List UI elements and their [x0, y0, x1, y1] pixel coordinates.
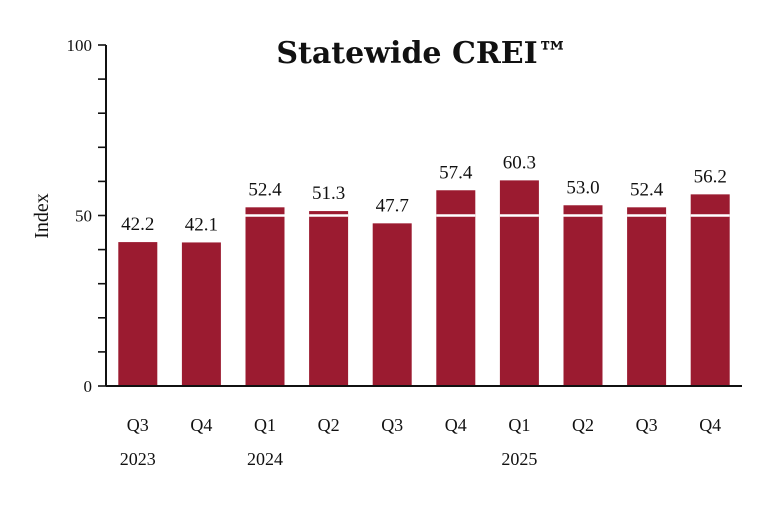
axes-layer: 0 50 100 Q3 Q4 Q1 Q2 Q3 Q4 Q1 Q2 Q3 Q4 2023 2024 2025	[67, 36, 742, 469]
data-label: 60.3	[503, 152, 536, 173]
data-label: 57.4	[439, 162, 473, 183]
x-tick-label: Q3	[127, 415, 149, 435]
bar	[627, 207, 667, 386]
x-tick-label: Q1	[508, 415, 530, 435]
bars-layer	[118, 180, 730, 386]
data-label: 52.4	[248, 179, 282, 200]
bar	[181, 242, 221, 386]
y-tick-label: 100	[67, 36, 93, 55]
data-label: 56.2	[694, 166, 727, 187]
x-year-label: 2025	[501, 449, 537, 469]
y-tick-label: 0	[84, 377, 93, 396]
x-tick-label: Q2	[572, 415, 594, 435]
x-tick-label: Q2	[318, 415, 340, 435]
x-year-label: 2024	[247, 449, 283, 469]
bar	[499, 180, 539, 386]
bar	[563, 205, 603, 386]
bar	[245, 207, 285, 386]
data-label: 52.4	[630, 179, 664, 200]
data-label: 51.3	[312, 183, 345, 204]
labels-layer: 42.2 42.1 52.4 51.3 47.7 57.4 60.3 53.0 52.4 56.2	[121, 152, 727, 235]
bar	[436, 190, 476, 386]
y-axis-label: Index	[31, 193, 53, 239]
data-label: 42.1	[185, 214, 218, 235]
data-label: 53.0	[566, 177, 599, 198]
bar	[690, 194, 730, 386]
bar	[118, 242, 158, 386]
x-tick-label: Q1	[254, 415, 276, 435]
x-tick-label: Q3	[636, 415, 658, 435]
x-year-label: 2023	[120, 449, 156, 469]
chart-title: Statewide CREI™	[276, 36, 567, 71]
y-tick-label: 50	[75, 207, 92, 226]
bar	[309, 211, 349, 386]
x-tick-label: Q3	[381, 415, 403, 435]
x-tick-label: Q4	[190, 415, 212, 435]
data-label: 42.2	[121, 214, 154, 235]
x-tick-label: Q4	[445, 415, 467, 435]
data-label: 47.7	[376, 195, 409, 216]
bar	[372, 223, 412, 386]
x-tick-label: Q4	[699, 415, 721, 435]
